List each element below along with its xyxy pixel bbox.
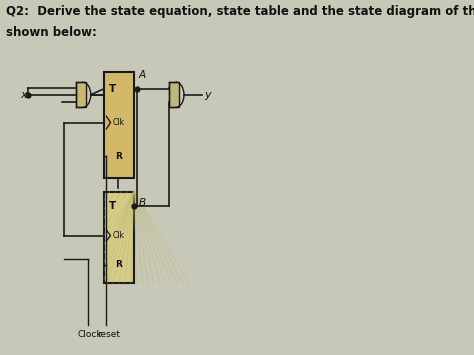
- Text: Clk: Clk: [112, 231, 124, 240]
- Text: T: T: [109, 84, 117, 94]
- Text: T: T: [109, 201, 117, 211]
- Bar: [104, 192, 134, 283]
- Text: x: x: [20, 90, 27, 100]
- Text: shown below:: shown below:: [6, 26, 97, 39]
- Bar: [76, 82, 86, 108]
- Bar: [104, 72, 134, 178]
- Text: B: B: [139, 198, 146, 208]
- Text: R: R: [115, 152, 122, 161]
- Text: Q2:  Derive the state equation, state table and the state diagram of the sequent: Q2: Derive the state equation, state tab…: [6, 5, 474, 18]
- Text: R: R: [115, 260, 122, 269]
- Text: y: y: [204, 90, 211, 100]
- Text: A: A: [139, 70, 146, 80]
- Text: Clk: Clk: [112, 118, 124, 127]
- Text: Clock: Clock: [78, 330, 102, 339]
- Bar: [169, 82, 179, 108]
- Text: reset: reset: [97, 330, 120, 339]
